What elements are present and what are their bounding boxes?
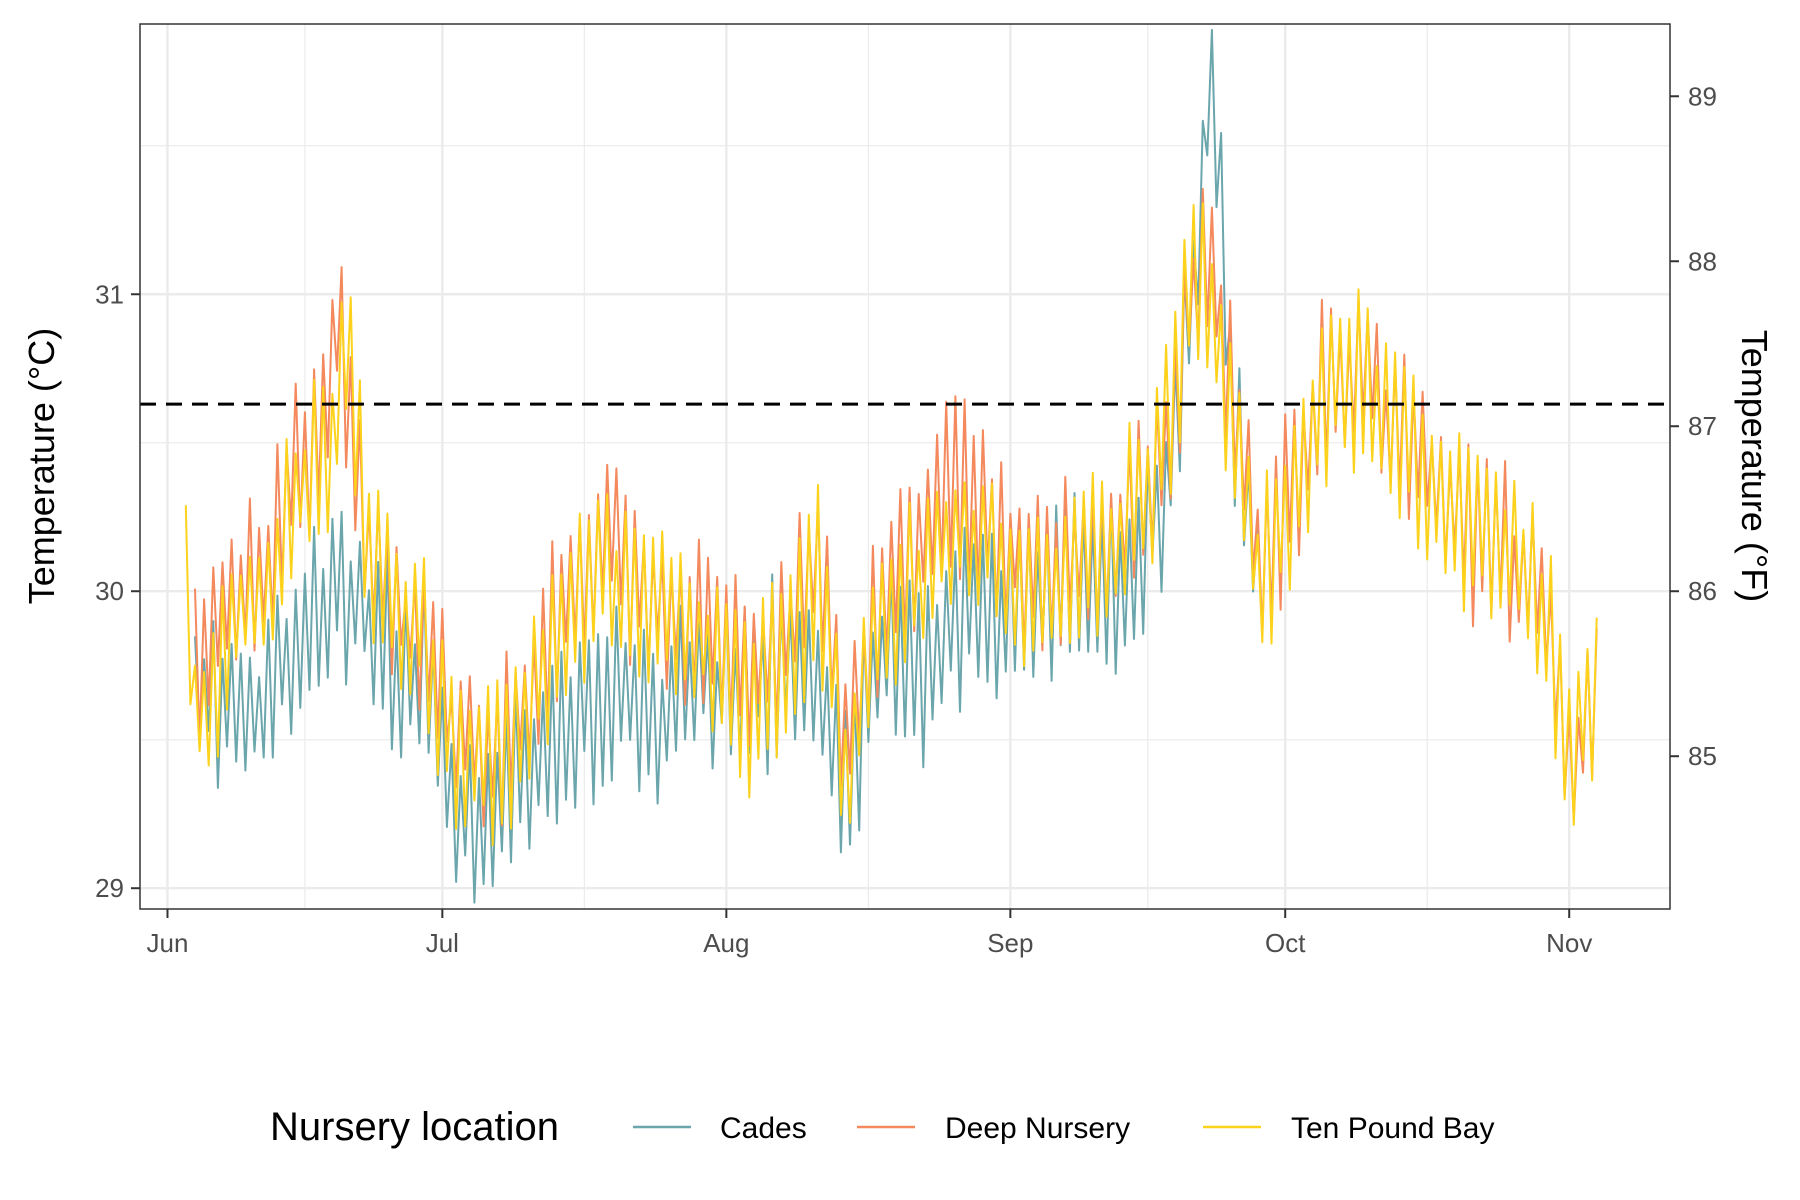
y-axis-title-left: Temperature (°C) (21, 328, 62, 604)
plot-panel-border (139, 23, 1671, 910)
legend: Nursery location Cades Deep Nursery Ten Po… (270, 1105, 1494, 1149)
legend-label: Ten Pound Bay (1291, 1112, 1494, 1145)
y-tick-label-right: 87 (1688, 411, 1717, 441)
x-axis: Jun Jul Aug Sep Oct Nov (147, 909, 1592, 958)
legend-title: Nursery location (270, 1105, 559, 1149)
y-tick-label-right: 86 (1688, 576, 1717, 606)
series-line-ten-pound-bay (184, 202, 1598, 847)
x-tick-label: Jun (147, 928, 189, 958)
y-tick-label-left: 31 (95, 279, 124, 309)
x-tick-label: Nov (1546, 928, 1592, 958)
y-axis-right: 85 86 87 88 89 (1670, 81, 1717, 771)
legend-items: Cades Deep Nursery Ten Pound Bay (633, 1112, 1494, 1145)
y-tick-label-right: 89 (1688, 81, 1717, 111)
legend-label: Deep Nursery (945, 1112, 1130, 1145)
x-tick-label: Aug (703, 928, 749, 958)
series-lines (184, 28, 1598, 904)
y-tick-label-right: 85 (1688, 741, 1717, 771)
y-axis-title-right: Temperature (°F) (1734, 330, 1775, 602)
y-axis-left: 29 30 31 (95, 279, 140, 903)
y-tick-label-right: 88 (1688, 246, 1717, 276)
y-tick-label-left: 29 (95, 873, 124, 903)
x-tick-label: Sep (987, 928, 1033, 958)
x-tick-label: Oct (1265, 928, 1306, 958)
x-tick-label: Jul (426, 928, 459, 958)
y-tick-label-left: 30 (95, 576, 124, 606)
legend-label: Cades (720, 1112, 807, 1145)
